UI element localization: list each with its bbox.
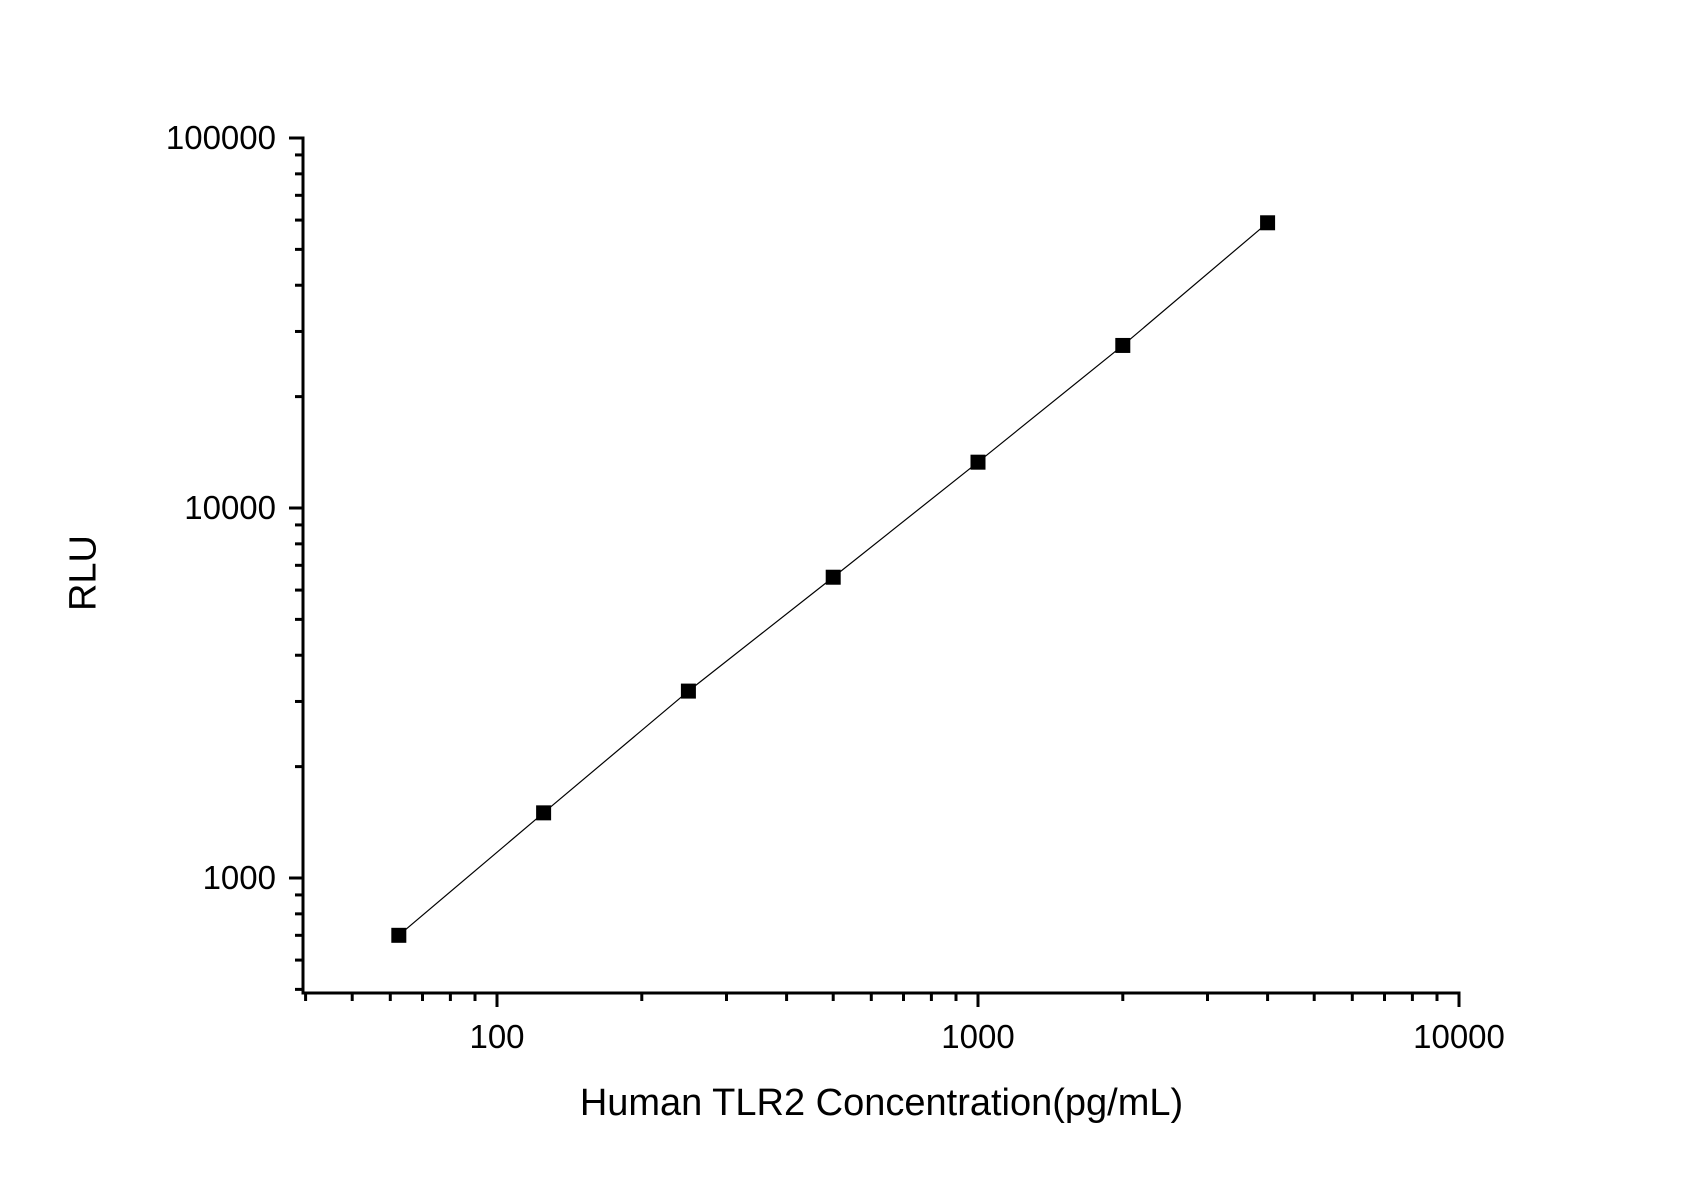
- x-tick-label: 10000: [1413, 1018, 1505, 1055]
- x-tick-label: 100: [469, 1018, 524, 1055]
- y-tick-label: 100000: [166, 119, 276, 156]
- x-axis-title: Human TLR2 Concentration(pg/mL): [579, 1082, 1184, 1124]
- y-tick-label: 1000: [203, 859, 276, 896]
- data-point: [680, 683, 696, 699]
- data-point: [391, 927, 407, 943]
- y-axis-title: RLU: [62, 534, 105, 612]
- data-point: [536, 805, 552, 821]
- y-tick-label: 10000: [184, 489, 276, 526]
- axis-lines: [301, 136, 1461, 995]
- data-point: [970, 454, 986, 470]
- x-tick-label: 1000: [941, 1018, 1014, 1055]
- data-point: [1260, 215, 1276, 231]
- data-point: [825, 569, 841, 585]
- data-point: [1115, 337, 1131, 353]
